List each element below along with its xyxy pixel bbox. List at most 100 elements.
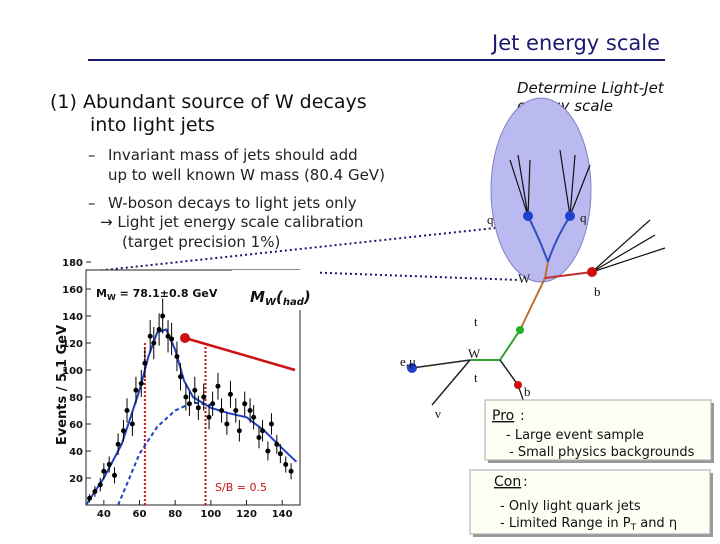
x-tick-label: 140 [272,509,293,520]
y-axis-label: Events / 5.1 GeV [55,325,70,445]
data-point [274,441,280,447]
quark-dot [523,211,533,221]
data-point [112,472,118,478]
con-colon: : [523,474,528,490]
data-point [210,401,216,407]
bullet: → Light jet energy scale calibration [100,213,363,231]
data-point [165,333,171,339]
data-point [215,383,221,389]
diagram-label: W [468,346,481,361]
data-point [101,468,107,474]
process-sub: W [265,297,277,308]
zoom-line [85,227,496,273]
process-text: ( [276,288,284,306]
data-point [192,387,198,393]
data-point [87,495,93,501]
x-tick-label: 60 [133,509,147,520]
y-tick-label: 40 [69,447,83,458]
fit-mass-sub: W [107,293,116,302]
data-point [251,414,257,420]
data-point [242,401,248,407]
data-point [120,428,126,434]
pro-colon: : [520,408,525,424]
bullet-dash: – [88,146,96,164]
data-point [195,405,201,411]
quark-dot [565,211,575,221]
pro-box [484,399,712,461]
sb-label: S/B = 0.5 [215,481,267,494]
pro-item: - Small physics backgrounds [509,445,695,460]
data-point [183,394,189,400]
data-point [288,468,294,474]
data-point [138,381,144,386]
data-point [186,401,192,407]
diagram-label: b [524,384,531,399]
con-item: - Limited Range in PT and η [500,516,677,533]
data-point [219,408,225,413]
con-title: Con [494,474,521,490]
data-point [265,448,271,454]
heading: (1) Abundant source of W decays [50,91,367,113]
data-point [277,451,283,457]
bullet-dash: – [88,194,96,212]
diagram-label: q [487,212,494,227]
data-point [233,408,239,413]
x-tick-label: 100 [200,509,221,520]
data-point [151,340,157,346]
data-point [268,421,274,427]
data-point [227,391,233,397]
data-point [224,421,230,427]
fit-mass: MW = 78.1±0.8 GeV [96,287,218,302]
data-point [201,394,207,400]
fit-mass-main: M [96,287,107,300]
fit-mass-rest: = 78.1±0.8 GeV [116,287,218,300]
b-line [544,271,593,279]
y-tick-label: 120 [62,339,83,350]
y-tick-label: 60 [69,420,83,431]
bullet: Invariant mass of jets should add [108,146,358,164]
bullet: up to well known W mass (80.4 GeV) [108,166,385,184]
b-dot [514,381,522,389]
heading: into light jets [90,114,215,136]
background-curve [117,401,211,506]
fit-curve [85,328,298,506]
data-point [283,462,289,467]
data-point [124,408,130,413]
pro-title: Pro [492,408,514,424]
highlight-dot [180,333,190,343]
process-sub: had [283,297,305,308]
diagram-label: ν [435,406,441,421]
data-point [178,374,184,380]
y-tick-label: 140 [62,312,83,323]
data-point [129,421,135,427]
zoom-ellipse [490,97,592,283]
data-point [256,435,262,440]
y-tick-labels: 20 40 60 80 100 120 140 160 180 [62,258,83,485]
data-point [160,313,166,319]
con-item-text: and η [636,516,677,531]
diagram-label: q [580,210,587,225]
diagram-label: b [594,284,601,299]
data-point [106,462,112,467]
x-tick-label: 40 [97,509,111,520]
zoom-line [299,271,521,281]
data-point [147,333,153,339]
y-tick-label: 20 [69,474,83,485]
slide-title: Jet energy scale [490,31,660,55]
con-item: - Only light quark jets [500,499,641,514]
data-point [174,354,180,359]
process-text: ) [303,288,311,306]
data-point [115,441,121,447]
t-dot [516,326,524,334]
lepton-dot [407,363,417,373]
x-tick-label: 120 [236,509,257,520]
data-point [156,327,162,332]
data-point [133,387,139,393]
process: MW(had) [250,288,311,308]
b-dot [587,267,597,277]
data-point [236,428,242,434]
x-tick-label: 80 [168,509,182,520]
label-box [232,270,320,310]
note: Determine Light-Jet [517,79,665,97]
